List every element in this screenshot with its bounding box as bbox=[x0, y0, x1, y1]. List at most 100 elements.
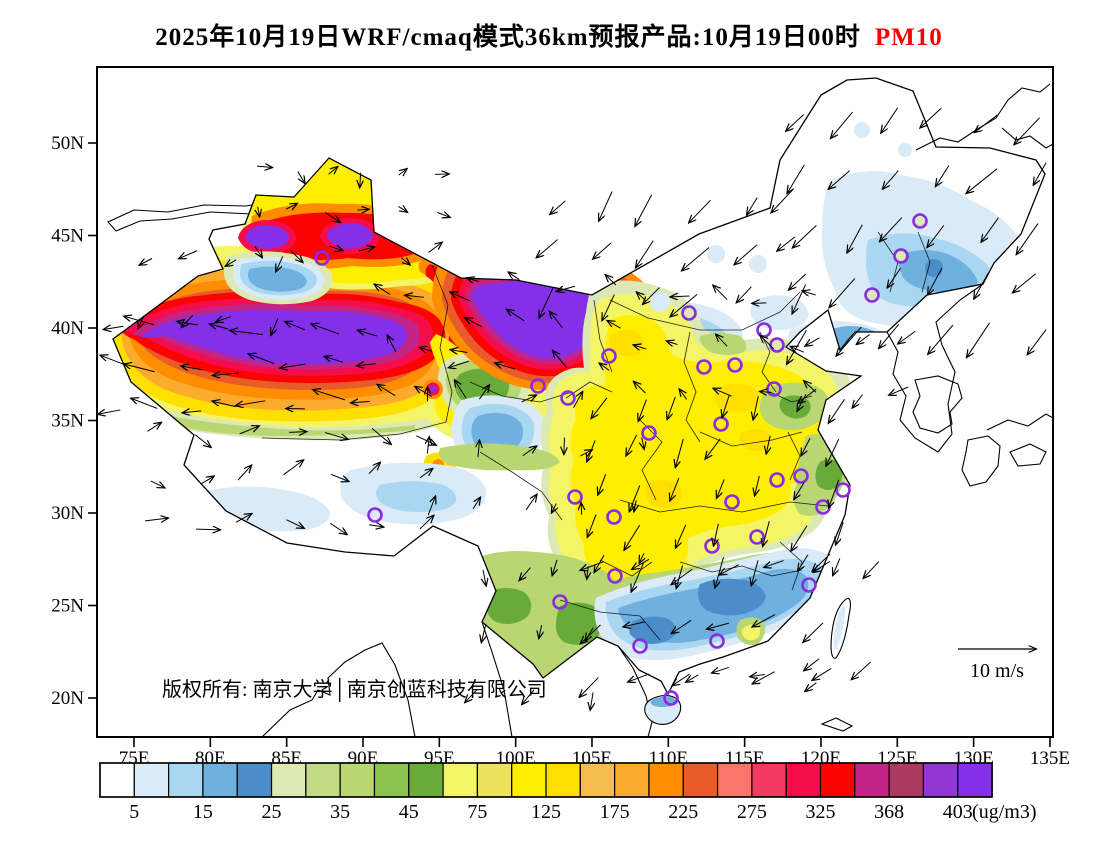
wind-arrow bbox=[415, 387, 432, 397]
city-marker bbox=[552, 594, 568, 610]
wind-arrow bbox=[522, 689, 535, 705]
colorbar-cell bbox=[716, 762, 753, 798]
wind-arrow bbox=[591, 397, 608, 418]
y-axis: 20N 25N 30N 35N 40N 45N 50N bbox=[51, 133, 97, 709]
wind-arrow bbox=[836, 326, 862, 356]
wind-arrow bbox=[239, 426, 259, 435]
wind-arrow bbox=[324, 357, 343, 363]
colorbar-label: 35 bbox=[330, 801, 350, 823]
y-axis-label: 30N bbox=[51, 503, 84, 524]
japan-shikoku bbox=[961, 435, 1001, 487]
wind-arrow bbox=[525, 494, 537, 511]
wind-arrow bbox=[920, 107, 942, 128]
y-axis-label: 25N bbox=[51, 596, 84, 617]
province-borders bbox=[261, 231, 931, 641]
wind-arrow bbox=[883, 170, 899, 189]
wind-arrow bbox=[713, 388, 732, 397]
wind-vectors bbox=[98, 107, 1047, 710]
colorbar-cell bbox=[854, 762, 890, 798]
colorbar-cell bbox=[236, 762, 273, 798]
wind-arrow bbox=[549, 311, 563, 329]
wind-arrow bbox=[522, 446, 537, 457]
wind-arrow bbox=[539, 625, 542, 638]
contour bbox=[707, 245, 725, 263]
wind-arrow bbox=[623, 622, 646, 627]
contour bbox=[245, 225, 290, 249]
wind-arrow bbox=[829, 278, 856, 307]
wind-arrow bbox=[713, 285, 728, 300]
wind-arrow bbox=[285, 322, 305, 331]
taiwan-haze bbox=[833, 605, 846, 650]
wind-arrow bbox=[328, 167, 338, 175]
wind-arrow bbox=[283, 460, 304, 476]
wind-arrow bbox=[829, 479, 840, 508]
contour bbox=[854, 122, 870, 138]
colorbar-label: 275 bbox=[737, 801, 767, 823]
japan-honshu-line bbox=[986, 413, 1053, 431]
wind-arrow bbox=[427, 437, 429, 454]
wind-arrow bbox=[898, 330, 916, 343]
wind-arrow bbox=[670, 477, 680, 501]
wind-arrow bbox=[537, 239, 558, 257]
city-markers bbox=[314, 213, 928, 706]
wind-arrow bbox=[587, 514, 597, 537]
wind-arrow bbox=[750, 675, 765, 677]
wind-arrow bbox=[605, 275, 617, 286]
wind-arrow bbox=[826, 438, 840, 466]
wind-arrow bbox=[437, 212, 450, 217]
wind-arrow bbox=[831, 111, 853, 138]
wind-arrow bbox=[286, 519, 304, 528]
wind-arrow bbox=[802, 291, 816, 295]
wind-arrow bbox=[539, 287, 554, 317]
wind-arrow bbox=[936, 165, 950, 187]
wind-arrow bbox=[398, 206, 407, 212]
colorbar-label: 15 bbox=[193, 801, 213, 823]
wind-arrow bbox=[179, 250, 198, 259]
japan-north-coast bbox=[915, 83, 1051, 151]
wind-arrow bbox=[248, 354, 275, 364]
japan-kyushu bbox=[912, 375, 963, 434]
wind-arrow bbox=[285, 204, 297, 210]
wind-arrow bbox=[210, 324, 229, 330]
wind-arrow bbox=[351, 401, 370, 403]
wind-arrow bbox=[753, 396, 759, 419]
wind-arrow bbox=[805, 682, 817, 692]
contour bbox=[896, 251, 906, 261]
wind-arrow bbox=[573, 392, 582, 408]
wind-arrow bbox=[766, 435, 770, 454]
y-axis-label: 20N bbox=[51, 688, 84, 709]
wind-arrow bbox=[712, 667, 729, 672]
wind-arrow bbox=[587, 566, 588, 579]
wind-arrow bbox=[791, 525, 808, 551]
wind-arrow bbox=[427, 496, 435, 516]
map-frame bbox=[96, 66, 1054, 738]
colorbar-cell bbox=[888, 762, 925, 798]
colorbar-cell bbox=[476, 762, 513, 798]
colorbar-label: 175 bbox=[600, 801, 630, 823]
wind-arrow bbox=[1016, 223, 1039, 255]
wind-arrow bbox=[794, 482, 805, 499]
contour bbox=[699, 333, 747, 355]
wind-arrow bbox=[419, 516, 434, 530]
wind-arrow bbox=[682, 247, 710, 270]
colorbar-cell bbox=[545, 762, 581, 798]
wind-speed-legend: 10 m/s bbox=[958, 649, 1036, 682]
wind-arrow bbox=[676, 524, 687, 548]
wind-arrow bbox=[585, 627, 594, 641]
wind-arrow bbox=[235, 514, 252, 523]
wind-arrow bbox=[812, 668, 832, 680]
wind-arrow bbox=[636, 240, 654, 268]
colorbar-cell bbox=[579, 762, 616, 798]
wind-arrow bbox=[419, 469, 432, 479]
wind-arrow bbox=[519, 567, 531, 581]
wind-arrow bbox=[455, 380, 467, 399]
wind-arrow bbox=[552, 503, 557, 512]
wind-arrow bbox=[358, 330, 377, 337]
wind-arrow bbox=[357, 364, 376, 366]
contour bbox=[867, 290, 877, 300]
wind-arrow bbox=[507, 309, 525, 322]
myanmar-line bbox=[481, 621, 513, 737]
wind-arrow bbox=[599, 363, 610, 371]
wind-arrow bbox=[752, 671, 775, 684]
y-axis-label: 50N bbox=[51, 133, 84, 154]
